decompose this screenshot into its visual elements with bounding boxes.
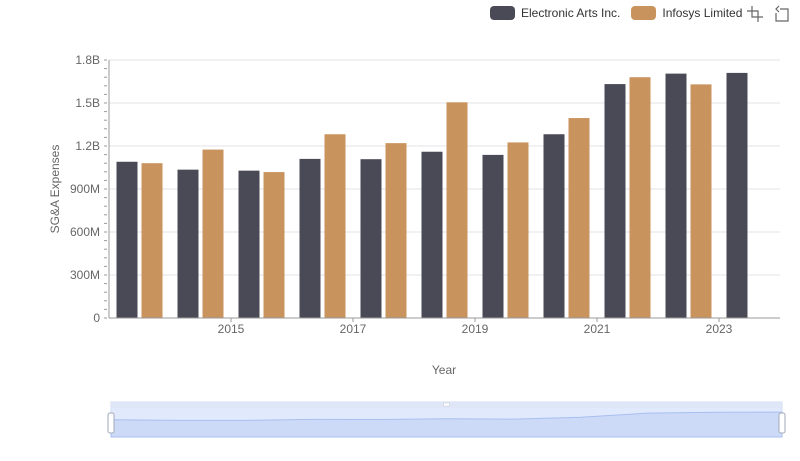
y-tick-label: 1.8B [75,53,100,67]
bar-infosys [507,142,529,318]
axes [104,59,780,322]
x-tick-label: 2017 [340,322,367,336]
y-tick-label: 600M [70,225,100,239]
x-axis-title: Year [432,363,456,377]
zoom-handle-right[interactable] [778,412,786,434]
y-tick-label: 0 [93,311,100,325]
bar-infosys [690,84,712,318]
legend-swatch-infosys [631,6,657,20]
bar-infosys [629,77,651,318]
y-axis-title: SG&A Expenses [48,145,62,234]
x-tick-label: 2019 [462,322,489,336]
bar-electronic-arts [177,169,199,318]
y-axis-labels: 0 300M 600M 900M 1.2B 1.5B 1.8B [70,53,100,325]
bar-infosys [385,143,407,318]
bar-electronic-arts [116,161,138,318]
y-tick-label: 1.5B [75,96,100,110]
data-zoom-slider[interactable] [107,401,786,438]
bar-infosys [263,172,285,318]
y-tick-label: 900M [70,182,100,196]
bar-electronic-arts [665,73,687,318]
toolbox [746,5,798,23]
zoom-icon[interactable] [746,5,764,23]
bar-electronic-arts [299,158,321,318]
restore-icon[interactable] [772,5,790,23]
legend-swatch-electronic-arts [490,6,515,20]
bar-electronic-arts [726,72,748,319]
bar-infosys [446,102,468,319]
legend-label-infosys: Infosys Limited [662,6,743,20]
bar-electronic-arts [238,170,260,318]
bar-electronic-arts [482,154,504,318]
legend: Electronic Arts Inc. Infosys Limited [490,3,753,23]
bar-infosys [324,134,346,318]
bar-electronic-arts [543,134,565,318]
bar-electronic-arts [360,159,382,318]
legend-item-infosys[interactable]: Infosys Limited [631,6,742,20]
x-axis-labels: 2015 2017 2019 2021 2023 [218,322,733,336]
bar-electronic-arts [421,151,443,318]
legend-item-electronic-arts[interactable]: Electronic Arts Inc. [490,6,620,20]
x-tick-label: 2015 [218,322,245,336]
bar-infosys [568,118,590,318]
bar-infosys [202,149,224,318]
zoom-preview-area [110,411,783,438]
bars [116,72,748,319]
zoom-handle-left[interactable] [107,412,115,434]
zoom-move-handle [443,402,450,407]
y-tick-label: 1.2B [75,139,100,153]
y-tick-label: 300M [70,268,100,282]
bar-infosys [141,163,163,318]
legend-label-electronic-arts: Electronic Arts Inc. [521,6,621,20]
bar-electronic-arts [604,84,626,318]
x-tick-label: 2021 [584,322,611,336]
x-tick-label: 2023 [706,322,733,336]
